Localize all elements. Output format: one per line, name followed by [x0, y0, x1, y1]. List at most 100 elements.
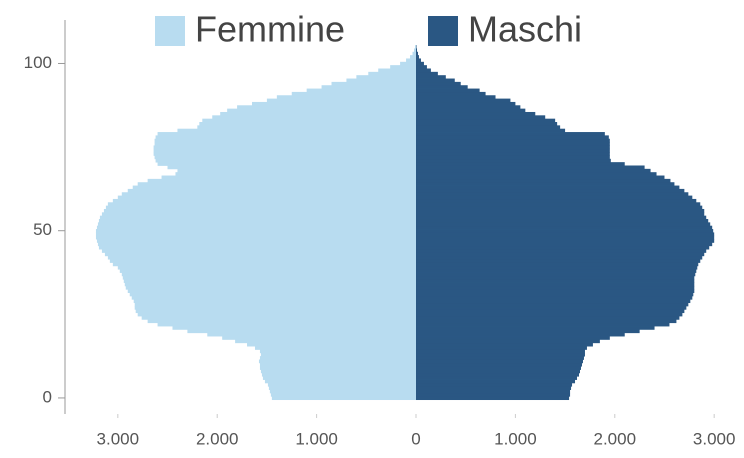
bar — [416, 262, 699, 267]
bar — [235, 339, 416, 344]
bar — [157, 322, 417, 327]
bar — [416, 162, 625, 166]
bar — [416, 342, 593, 347]
bar — [167, 165, 416, 170]
bar — [155, 135, 416, 140]
bar — [416, 111, 536, 116]
bar — [260, 352, 416, 357]
bar — [416, 78, 455, 83]
bar — [119, 269, 416, 273]
bar — [147, 319, 417, 324]
bar — [416, 379, 576, 384]
bar — [161, 175, 416, 180]
bar — [416, 132, 605, 136]
bar — [416, 205, 703, 210]
bar — [260, 369, 416, 374]
bar — [177, 128, 416, 133]
bar — [103, 208, 417, 213]
bar — [416, 215, 707, 220]
bar — [346, 78, 416, 83]
bar — [321, 85, 416, 89]
bar — [157, 162, 417, 166]
bar — [117, 265, 417, 270]
bar — [154, 155, 416, 160]
bar — [416, 369, 580, 374]
bar — [199, 122, 416, 126]
bar — [416, 222, 711, 227]
bar — [416, 98, 511, 103]
bar — [416, 148, 610, 153]
bar — [416, 305, 687, 310]
bar — [141, 316, 416, 320]
bar — [416, 299, 691, 304]
bar — [415, 45, 416, 49]
bar — [416, 122, 558, 126]
bar — [416, 91, 486, 96]
bar — [132, 185, 416, 190]
bar — [416, 316, 680, 320]
legend-label: Maschi — [468, 9, 582, 50]
bar — [416, 396, 570, 401]
bar — [117, 195, 417, 200]
bar — [98, 245, 416, 250]
bar — [416, 359, 583, 364]
bar — [207, 332, 416, 337]
bar — [416, 152, 610, 156]
bar — [416, 165, 645, 170]
bar — [109, 259, 416, 263]
bar — [416, 68, 431, 73]
bar — [416, 229, 714, 233]
bar — [306, 88, 416, 93]
bar — [416, 195, 693, 200]
bar — [107, 202, 416, 207]
bar — [416, 259, 701, 263]
bar — [187, 329, 416, 334]
bar — [416, 172, 657, 176]
bar — [147, 178, 417, 183]
y-tick-label: 100 — [24, 53, 52, 72]
bar — [416, 225, 713, 230]
bar — [368, 71, 416, 76]
y-tick-label: 50 — [33, 220, 52, 239]
bar — [416, 279, 695, 283]
bar — [153, 148, 416, 153]
bar — [416, 198, 697, 203]
bar — [416, 192, 689, 196]
bar — [416, 105, 521, 110]
bar — [237, 105, 416, 110]
bar — [416, 212, 705, 217]
bar — [252, 101, 416, 106]
bar — [222, 336, 416, 340]
bar — [153, 152, 416, 156]
bar — [416, 275, 695, 280]
bar — [177, 168, 416, 173]
bar — [416, 55, 419, 59]
bar — [414, 48, 416, 53]
bar — [416, 356, 584, 360]
bar — [416, 168, 651, 173]
bar — [197, 125, 416, 130]
bar — [416, 208, 705, 213]
bar — [416, 65, 427, 69]
bar — [416, 282, 695, 287]
x-tick-label: 3.000 — [97, 429, 140, 448]
bar — [154, 138, 416, 143]
bar — [105, 205, 417, 210]
bar — [96, 239, 416, 243]
bar — [258, 359, 416, 364]
bar — [131, 295, 416, 300]
bar — [416, 336, 610, 340]
bar — [416, 285, 695, 290]
bar — [416, 175, 665, 180]
bar — [261, 372, 416, 377]
bar — [127, 188, 417, 193]
bar — [390, 65, 416, 69]
bar — [416, 362, 582, 367]
bar — [416, 145, 610, 150]
bar — [416, 329, 640, 334]
bar — [416, 158, 611, 163]
bar — [104, 252, 416, 257]
bar — [416, 118, 556, 123]
bar — [112, 262, 417, 267]
bar — [134, 302, 416, 307]
